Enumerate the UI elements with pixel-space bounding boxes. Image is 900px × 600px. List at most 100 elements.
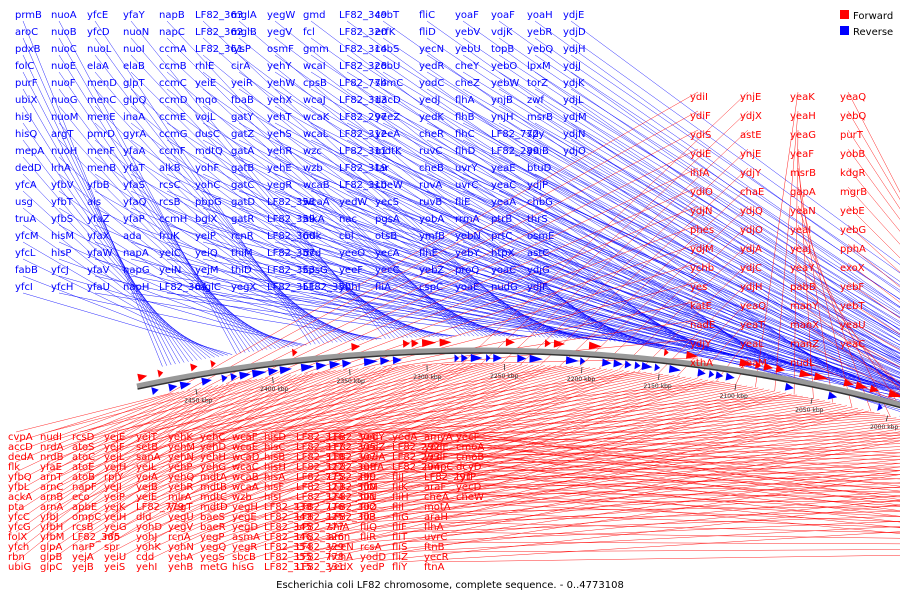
gene-label: LF82_289: [491, 146, 539, 157]
gene-leader-line: [111, 364, 427, 473]
gene-leader-line: [367, 461, 900, 464]
gene-label: yeaY: [790, 263, 815, 274]
gene-leader-line: [463, 431, 900, 500]
gene-leader-line: [310, 190, 804, 368]
gene-label: yobB: [840, 149, 865, 160]
gene-leader-line: [463, 441, 900, 506]
kbp-tick-label: 2400 kbp: [260, 386, 288, 393]
gene-label: ubiG: [8, 562, 31, 573]
gene-leader-line: [15, 385, 213, 513]
gene-leader-line: [94, 275, 378, 340]
gene-leader-line: [847, 129, 900, 210]
gene-leader-line: [462, 20, 900, 331]
reverse-gene-arrow: [654, 363, 661, 372]
gene-label: yeiE: [136, 492, 157, 503]
gene-label: flhA: [424, 522, 444, 533]
gene-leader-line: [367, 441, 900, 457]
gene-label: yfaU: [87, 282, 110, 293]
gene-label: prmB: [15, 10, 42, 21]
gene-label: nuoH: [51, 146, 77, 157]
gene-label: rcnA: [168, 532, 191, 543]
gene-label: LF82_326: [296, 532, 344, 543]
gene-label: yfcE: [87, 10, 108, 21]
gene-label: yfaV: [87, 265, 110, 276]
gene-label: baeR: [200, 522, 226, 533]
gene-label: yejK: [104, 502, 126, 513]
gene-leader-line: [94, 20, 312, 345]
kbp-tick-label: 2300 kbp: [413, 374, 441, 381]
gene-leader-line: [274, 275, 752, 359]
gene-leader-line: [304, 224, 699, 374]
gene-leader-line: [206, 129, 699, 388]
reverse-gene-arrow: [877, 403, 883, 411]
gene-label: spy: [527, 129, 545, 140]
gene-label: fliA: [375, 282, 391, 293]
gene-label: uvrC: [424, 532, 447, 543]
gene-leader-line: [22, 258, 224, 357]
gene-leader-line: [335, 462, 900, 533]
gene-leader-line: [367, 495, 900, 543]
gene-label: yfch: [8, 542, 29, 553]
gene-leader-line: [130, 224, 439, 337]
gene-label: LF82_779: [136, 502, 184, 513]
gene-label: nuoA: [51, 10, 77, 21]
gene-leader-line: [143, 363, 483, 433]
gene-leader-line: [202, 139, 567, 339]
gene-label: pgsA: [375, 214, 400, 225]
gene-leader-line: [239, 383, 731, 453]
gene-label: arnB: [40, 492, 63, 503]
forward-gene-arrow: [685, 350, 698, 359]
gene-label: LF82_329: [296, 542, 344, 553]
gene-label: cheB: [419, 163, 444, 174]
gene-label: phes: [690, 225, 714, 236]
gene-label: yfbM: [40, 532, 64, 543]
forward-gene-arrow: [544, 339, 551, 348]
gene-label: yecD: [456, 482, 482, 493]
gene-label: LF82_350: [303, 282, 351, 293]
gene-leader-line: [130, 292, 457, 337]
gene-leader-line: [207, 372, 652, 453]
gene-label: cheW: [456, 492, 484, 503]
reverse-gene-arrow: [613, 359, 623, 368]
gene-label: yehX: [267, 95, 292, 106]
gene-label: wcaL: [303, 129, 329, 140]
gene-leader-line: [431, 501, 900, 523]
gene-label: ptrB: [491, 214, 512, 225]
gene-label: yebW: [491, 78, 519, 89]
gene-label: ynjB: [491, 95, 513, 106]
gene-label: yedY: [360, 432, 385, 443]
gene-leader-line: [271, 399, 820, 473]
gene-label: nuoF: [51, 78, 76, 89]
gene-label: dusC: [195, 129, 220, 140]
kbp-tick: [885, 415, 889, 422]
gene-label: yfcA: [15, 180, 37, 191]
gene-label: chbG: [527, 197, 553, 208]
reverse-gene-arrow: [342, 359, 352, 368]
gene-label: yobA: [419, 214, 444, 225]
gene-leader-line: [271, 406, 853, 533]
forward-gene-arrow: [157, 369, 164, 378]
gene-label: dedD: [15, 163, 42, 174]
gene-leader-line: [175, 368, 607, 513]
gene-label: atoB: [72, 472, 95, 483]
legend: Forward Reverse: [840, 10, 893, 38]
gene-leader-line: [534, 139, 900, 338]
gene-label: LF82_361: [195, 44, 243, 55]
gene-label: yecC: [375, 265, 400, 276]
gene-label: yebZ: [419, 265, 444, 276]
gene-label: ydiF: [690, 111, 711, 122]
gene-leader-line: [534, 258, 900, 395]
kbp-tick: [272, 377, 274, 384]
gene-leader-line: [346, 173, 873, 384]
gene-leader-line: [346, 139, 864, 382]
gene-leader-line: [175, 366, 579, 463]
gene-label: yedX: [328, 562, 353, 573]
legend-forward-label: Forward: [853, 11, 893, 22]
reverse-gene-arrow: [697, 368, 706, 377]
gene-leader-line: [797, 167, 833, 403]
gene-leader-line: [207, 373, 658, 463]
gene-label: nuoE: [51, 61, 76, 72]
gene-label: mdtB: [200, 482, 227, 493]
gene-label: mglB: [231, 27, 257, 38]
gene-leader-line: [130, 156, 422, 338]
